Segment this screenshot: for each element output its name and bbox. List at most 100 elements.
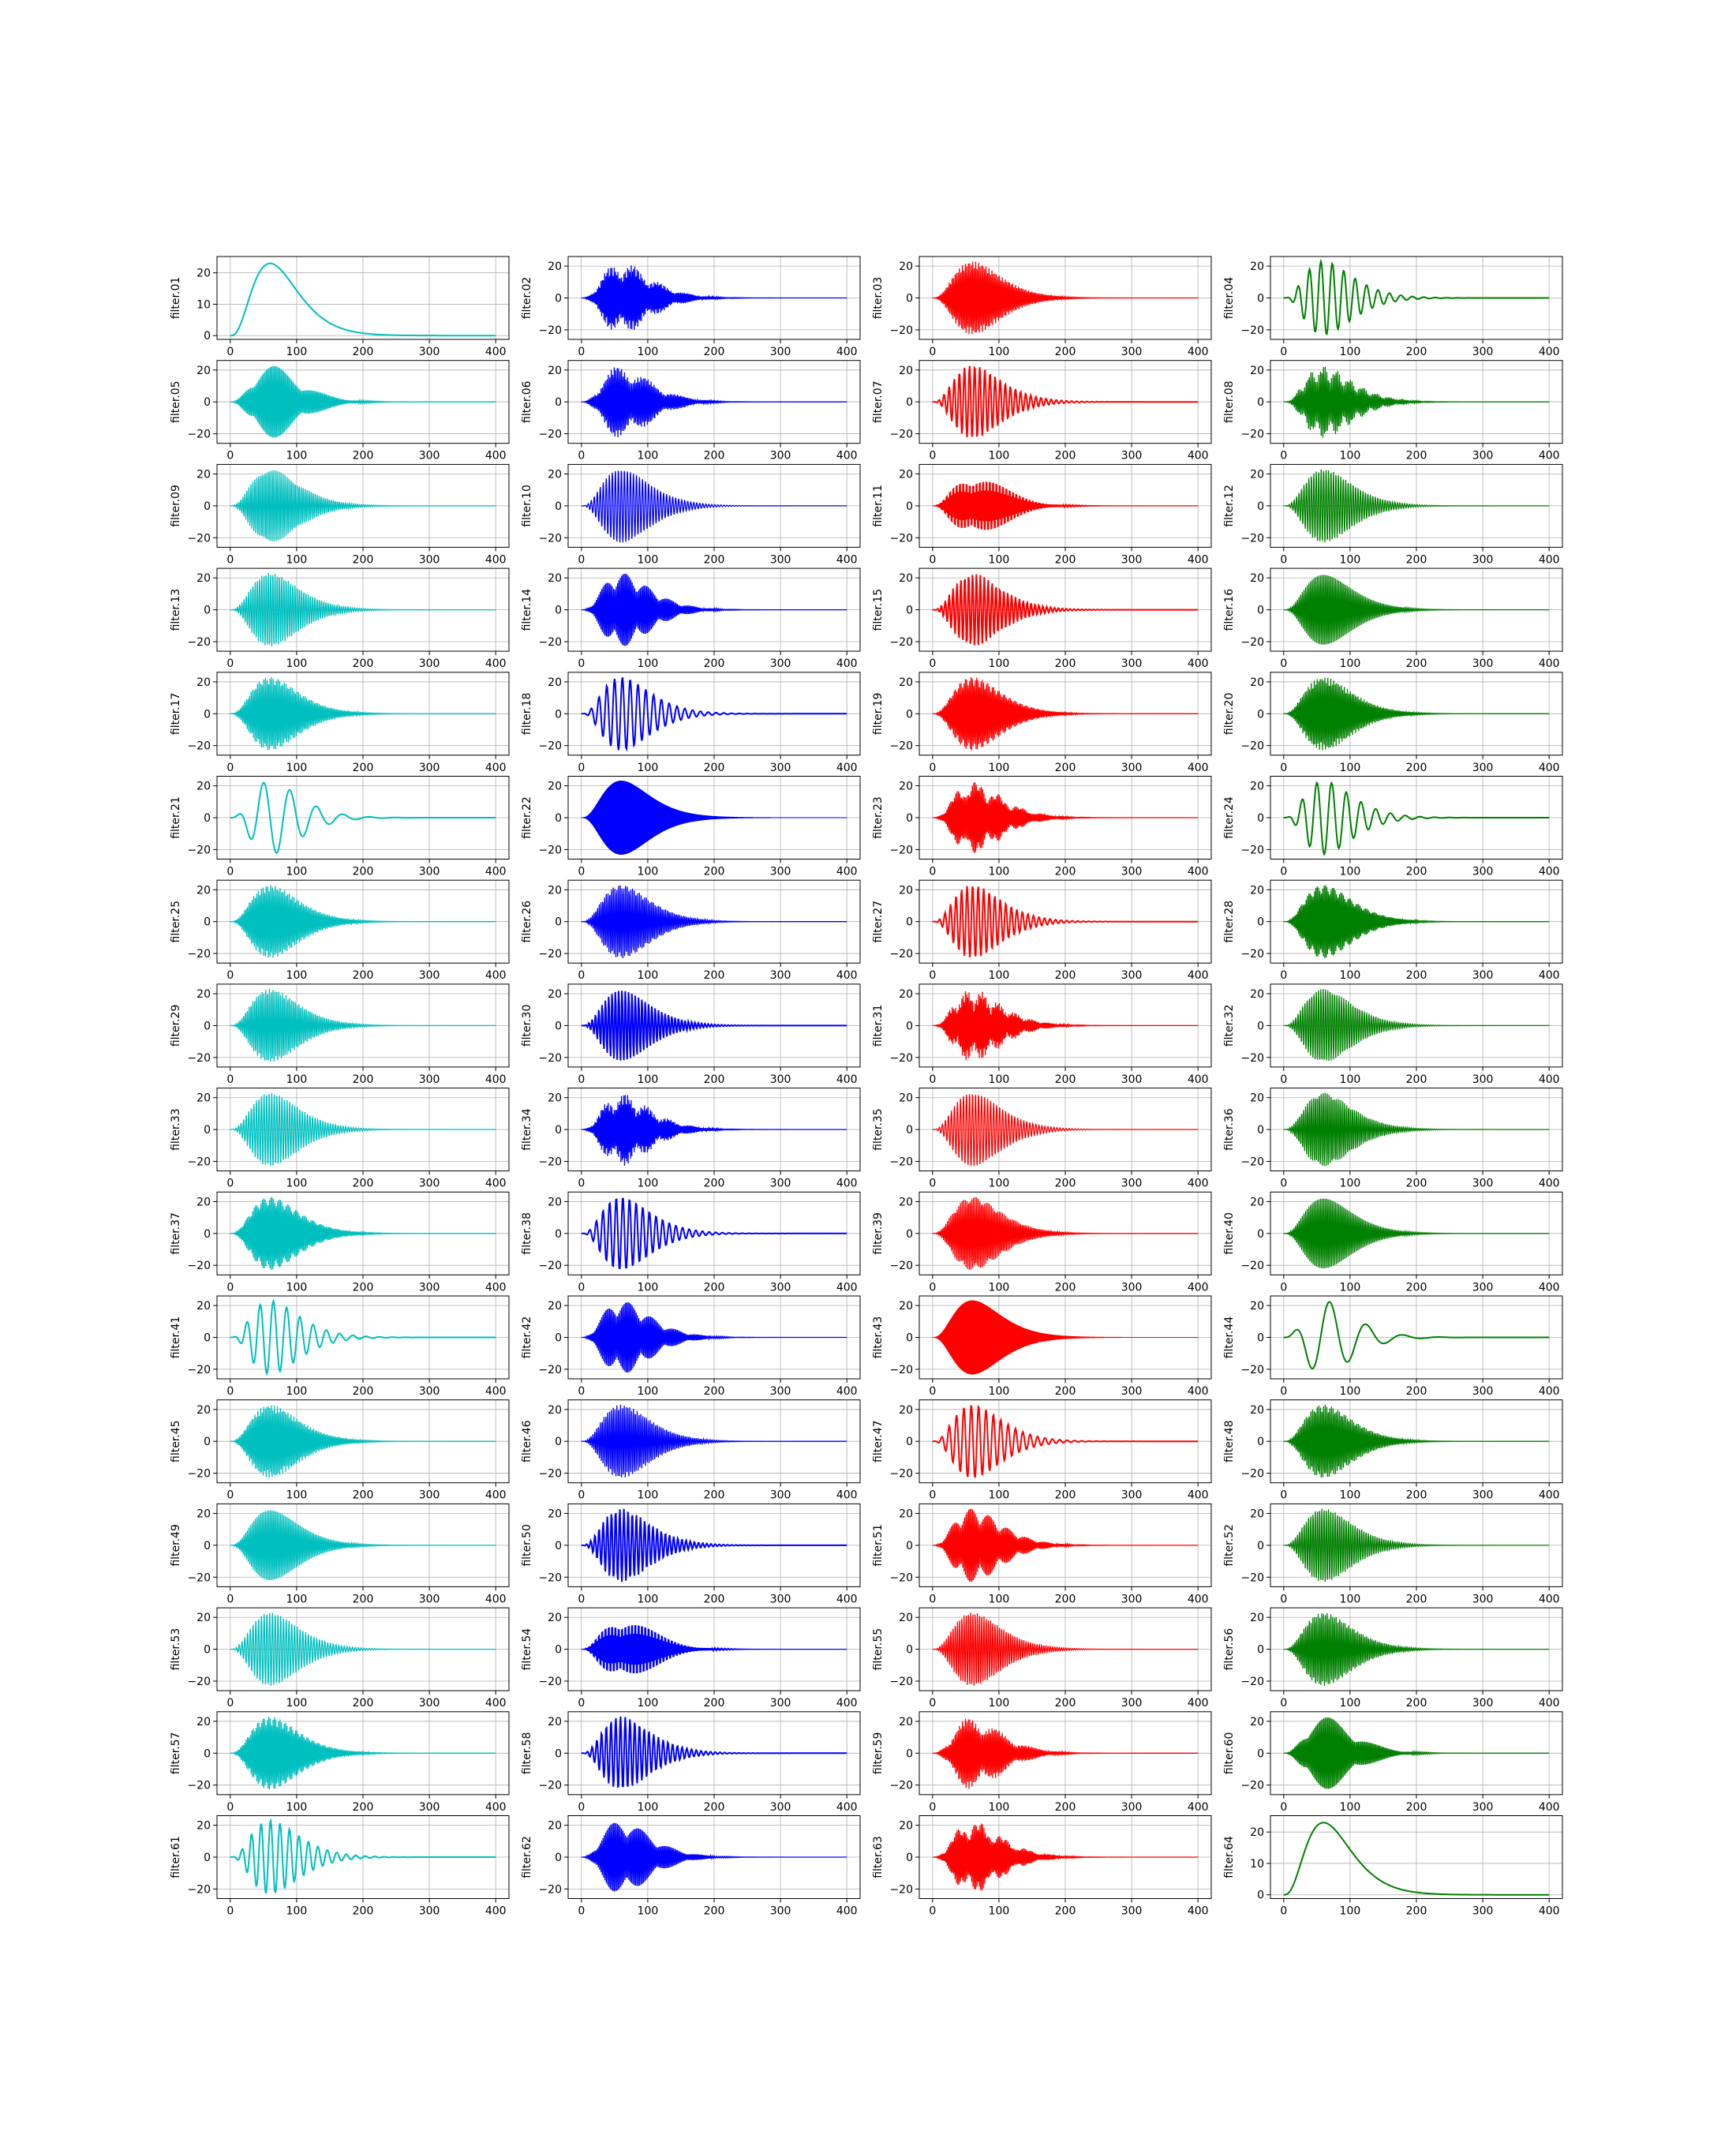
y-axis-label: filter.54 [521,1628,533,1671]
y-tick-label: 20 [548,365,562,377]
x-tick-label: 0 [226,1073,234,1086]
x-tick-label: 300 [1472,1489,1494,1502]
y-axis-label: filter.56 [1223,1628,1236,1671]
subplot-filter-22: 0 100 200 300 400 −20 0 20 filter.22 [521,776,861,878]
x-tick-label: 300 [419,1073,440,1086]
x-tick-label: 100 [989,1385,1010,1398]
y-tick-label: 20 [899,781,913,793]
y-tick-label: 0 [204,605,211,617]
y-axis-label: filter.34 [521,1108,533,1151]
y-tick-label: −20 [889,844,913,856]
subplot-filter-23: 0 100 200 300 400 −20 0 20 filter.23 [872,776,1212,878]
x-tick-label: 300 [1472,1905,1494,1918]
y-tick-label: −20 [187,1571,211,1584]
y-axis-label: filter.20 [1223,693,1236,736]
subplot-filter-58: 0 100 200 300 400 −20 0 20 filter.58 [521,1711,861,1814]
subplot-filter-16: 0 100 200 300 400 −20 0 20 filter.16 [1223,567,1563,670]
y-tick-label: 20 [1250,1826,1264,1839]
y-tick-label: 20 [899,1300,913,1313]
x-tick-label: 100 [989,450,1010,463]
subplot-filter-26: 0 100 200 300 400 −20 0 20 filter.26 [521,879,861,982]
y-tick-label: −20 [187,740,211,753]
y-tick-label: −20 [187,532,211,545]
y-tick-label: 0 [204,396,211,409]
x-tick-label: 0 [929,553,936,566]
x-tick-label: 300 [1472,1801,1494,1814]
y-axis-label: filter.40 [1223,1212,1236,1255]
x-tick-label: 200 [1406,1073,1427,1086]
y-tick-label: 20 [196,1612,211,1624]
series-area-filter-43 [932,1300,1199,1375]
y-tick-label: 20 [1250,676,1264,689]
y-tick-label: 20 [196,781,211,793]
x-tick-label: 400 [485,553,507,566]
x-tick-label: 0 [578,1489,585,1502]
y-tick-label: 0 [555,708,562,721]
x-tick-label: 200 [1055,450,1076,463]
x-tick-label: 100 [989,1073,1010,1086]
y-axis-label: filter.16 [1223,589,1236,631]
x-tick-label: 200 [704,1385,725,1398]
x-tick-label: 200 [1055,657,1076,670]
y-tick-label: 20 [548,1716,562,1728]
series-line-filter-44 [1283,1301,1550,1370]
y-tick-label: 20 [548,1612,562,1624]
x-tick-label: 300 [770,450,791,463]
x-tick-label: 100 [638,450,659,463]
x-tick-label: 300 [770,553,791,566]
x-tick-label: 300 [419,1489,440,1502]
y-tick-label: −20 [187,844,211,856]
x-tick-label: 400 [485,1281,507,1294]
y-axis-label: filter.08 [1223,380,1236,423]
y-tick-label: −20 [538,429,562,441]
y-tick-label: 0 [906,1020,913,1032]
series-line-filter-60 [1283,1717,1550,1789]
x-tick-label: 0 [1280,969,1287,982]
y-axis-label: filter.43 [872,1316,885,1359]
x-tick-label: 0 [578,1593,585,1605]
x-tick-label: 0 [929,1593,936,1605]
y-axis-label: filter.14 [521,589,533,631]
x-tick-label: 200 [704,553,725,566]
subplot-filter-64: 0 100 200 300 400 0 10 20 filter.64 [1223,1815,1563,1918]
y-axis-label: filter.48 [1223,1420,1236,1462]
y-tick-label: −20 [538,1676,562,1688]
x-tick-label: 200 [1406,762,1427,774]
x-tick-label: 100 [286,1385,308,1398]
y-tick-label: 20 [548,1404,562,1417]
y-tick-label: 0 [204,500,211,513]
y-tick-label: 0 [555,1020,562,1032]
x-tick-label: 100 [989,1489,1010,1502]
y-tick-label: −20 [538,1155,562,1168]
y-tick-label: 20 [196,572,211,585]
y-tick-label: 0 [204,1436,211,1448]
y-tick-label: 10 [1250,1858,1264,1871]
y-axis-label: filter.05 [170,380,182,423]
subplot-filter-53: 0 100 200 300 400 −20 0 20 filter.53 [170,1607,510,1710]
y-axis-label: filter.13 [170,589,182,631]
x-tick-label: 100 [989,1801,1010,1814]
x-tick-label: 400 [1188,657,1209,670]
subplot-filter-49: 0 100 200 300 400 −20 0 20 filter.49 [170,1503,510,1605]
x-tick-label: 300 [1121,1281,1143,1294]
series-line-filter-17 [230,676,496,751]
x-tick-label: 300 [770,657,791,670]
x-tick-label: 100 [286,866,308,878]
y-tick-label: 20 [548,260,562,273]
x-tick-label: 400 [485,450,507,463]
y-axis-label: filter.37 [170,1212,182,1255]
x-tick-label: 100 [638,969,659,982]
y-tick-label: 20 [1250,1196,1264,1208]
series-line-filter-28 [1283,885,1550,958]
x-tick-label: 400 [1188,762,1209,774]
x-tick-label: 200 [704,1593,725,1605]
y-axis-label: filter.26 [521,901,533,943]
series-line-filter-23 [932,782,1199,853]
x-tick-label: 0 [226,1489,234,1502]
x-tick-label: 400 [836,657,858,670]
x-tick-label: 200 [353,1697,374,1710]
x-tick-label: 200 [353,657,374,670]
y-axis-label: filter.27 [872,901,885,943]
x-tick-label: 0 [578,450,585,463]
y-tick-label: 20 [1250,1092,1264,1105]
